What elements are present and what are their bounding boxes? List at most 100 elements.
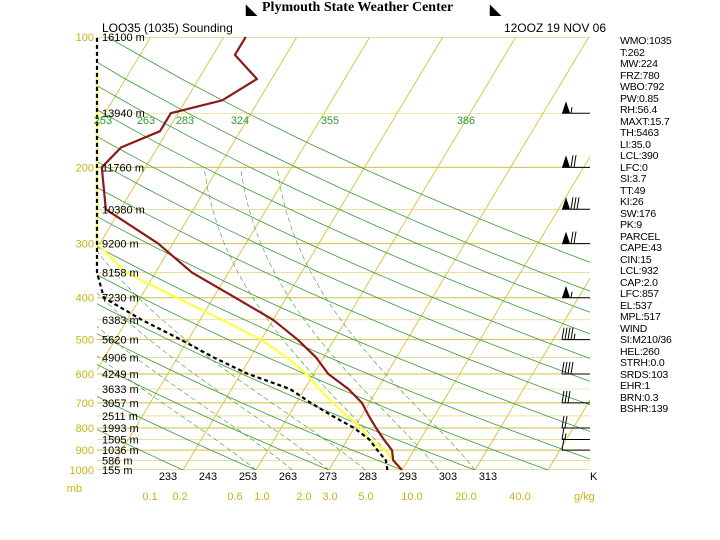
index-row: RH:56.4 xyxy=(620,104,658,116)
index-row: LI:35.0 xyxy=(620,138,651,151)
height-label: 7230 m xyxy=(102,293,139,305)
index-row: LCL:390 xyxy=(620,150,659,162)
height-label: 3057 m xyxy=(102,398,139,410)
height-label: 1993 m xyxy=(102,423,139,435)
wind-barb-icon xyxy=(562,101,590,114)
mixing-ratio-unit-label: g/kg xyxy=(574,491,595,503)
mixing-ratio-tick-label: 10.0 xyxy=(401,491,422,503)
temperature-tick-label: 263 xyxy=(279,471,297,483)
dry-adiabat-line xyxy=(97,216,590,432)
isotherm-line xyxy=(97,37,152,128)
pressure-tick-label: 800 xyxy=(76,423,94,435)
pressure-tick-label: 300 xyxy=(76,239,94,251)
dry-adiabat-line xyxy=(97,85,590,313)
mixing-ratio-tick-label: 20.0 xyxy=(455,491,476,503)
index-row: STRH:0.0 xyxy=(620,357,665,369)
height-label: 1036 m xyxy=(102,445,139,457)
index-row: SI:3.7 xyxy=(620,173,647,185)
wind-barb-icon xyxy=(562,197,590,210)
height-label: 11760 m xyxy=(102,162,144,174)
barb-full xyxy=(564,415,568,429)
height-label: 9200 m xyxy=(102,239,139,251)
index-row: EL:537 xyxy=(620,299,653,312)
mixing-ratio-tick-label: 1.0 xyxy=(254,491,269,503)
dry-adiabat-line xyxy=(97,364,330,470)
index-row: KI:26 xyxy=(620,196,644,208)
height-label: 10380 m xyxy=(102,204,145,216)
isotherm-line xyxy=(0,37,78,470)
pressure-tick-label: 900 xyxy=(76,445,94,457)
theta-label: 324 xyxy=(231,115,249,127)
barb-full xyxy=(573,231,577,244)
temperature-tick-label: 273 xyxy=(319,471,337,483)
pressure-tick-label: 400 xyxy=(76,293,94,305)
index-row: T:262 xyxy=(620,46,645,59)
index-row: BSHR:139 xyxy=(620,403,669,415)
temperature-trace-line xyxy=(100,36,403,471)
mixing-ratio-tick-label: 2.0 xyxy=(296,491,311,503)
moist-adiabat-line xyxy=(97,326,293,470)
index-row: LCL:932 xyxy=(620,265,659,277)
barb-full xyxy=(561,415,565,429)
wind-barb-icon xyxy=(561,415,590,429)
barb-full xyxy=(564,361,568,375)
barb-full xyxy=(570,361,574,375)
chart-title: Plymouth State Weather Center xyxy=(262,0,454,15)
isotherm-line xyxy=(401,155,590,470)
index-row: SW:176 xyxy=(620,207,656,220)
dry-adiabat-line xyxy=(107,37,590,263)
barb-pennant xyxy=(562,155,570,168)
barb-full xyxy=(567,390,571,404)
indices-panel: WMO:1035 T:262 MW:224 FRZ:780 WBO:792 PW:0.85… xyxy=(620,35,720,416)
height-label: 3633 m xyxy=(102,384,139,396)
wind-barb-icon xyxy=(562,155,590,168)
temperature-tick-label: 293 xyxy=(399,471,417,483)
barb-full xyxy=(573,155,577,168)
index-row: BRN:0.3 xyxy=(620,391,659,404)
index-row: LFC:0 xyxy=(620,161,648,174)
station-label: LOO35 (1035) Sounding xyxy=(102,21,233,35)
height-label: 8158 m xyxy=(102,268,139,280)
index-row: PW:0.85 xyxy=(620,92,659,105)
index-row: PARCEL xyxy=(620,230,661,243)
wind-barb-icon xyxy=(561,327,590,341)
barb-full xyxy=(561,327,565,340)
wind-barb-icon xyxy=(562,231,590,245)
index-row: PK:9 xyxy=(620,219,642,231)
dry-adiabat-line xyxy=(97,161,590,382)
height-label: 13940 m xyxy=(102,108,145,120)
mixing-ratio-tick-label: 5.0 xyxy=(358,491,373,503)
barb-half xyxy=(570,291,573,298)
dry-adiabat-line xyxy=(97,61,590,292)
theta-label: 283 xyxy=(176,115,194,127)
wind-barb-icon xyxy=(561,438,590,451)
moist-adiabat-line xyxy=(97,355,257,470)
isotherm-line xyxy=(255,37,517,470)
index-row: MAXT:15.7 xyxy=(620,115,670,128)
series-layer xyxy=(95,36,403,471)
theta-label: 355 xyxy=(321,115,339,127)
pressure-tick-label: 700 xyxy=(76,398,94,410)
wind-barb-layer xyxy=(561,101,590,451)
pressure-tick-label: 100 xyxy=(76,32,94,44)
mixing-ratio-tick-label: 3.0 xyxy=(322,491,337,503)
height-label: 2511 m xyxy=(102,411,138,423)
index-row: CIN:15 xyxy=(620,253,652,266)
pressure-tick-label: 600 xyxy=(76,369,94,381)
index-row: SI:M210/36 xyxy=(620,334,672,346)
index-row: WIND xyxy=(620,322,648,335)
pressure-tick-label: 1000 xyxy=(70,465,94,477)
barb-pennant xyxy=(562,231,570,244)
barb-half xyxy=(564,433,567,440)
index-row: FRZ:780 xyxy=(620,69,660,82)
index-row: CAP:2.0 xyxy=(620,276,658,289)
index-row: TH:5463 xyxy=(620,127,659,139)
dry-adiabat-line xyxy=(97,429,184,470)
index-row: WMO:1035 xyxy=(620,35,672,47)
index-row: HEL:260 xyxy=(620,345,660,358)
moist-adiabat-line xyxy=(97,292,330,470)
barb-full xyxy=(561,361,565,375)
barb-full xyxy=(570,327,574,340)
moist-adiabat-line xyxy=(97,250,366,470)
pressure-unit-label: mb xyxy=(67,483,82,495)
